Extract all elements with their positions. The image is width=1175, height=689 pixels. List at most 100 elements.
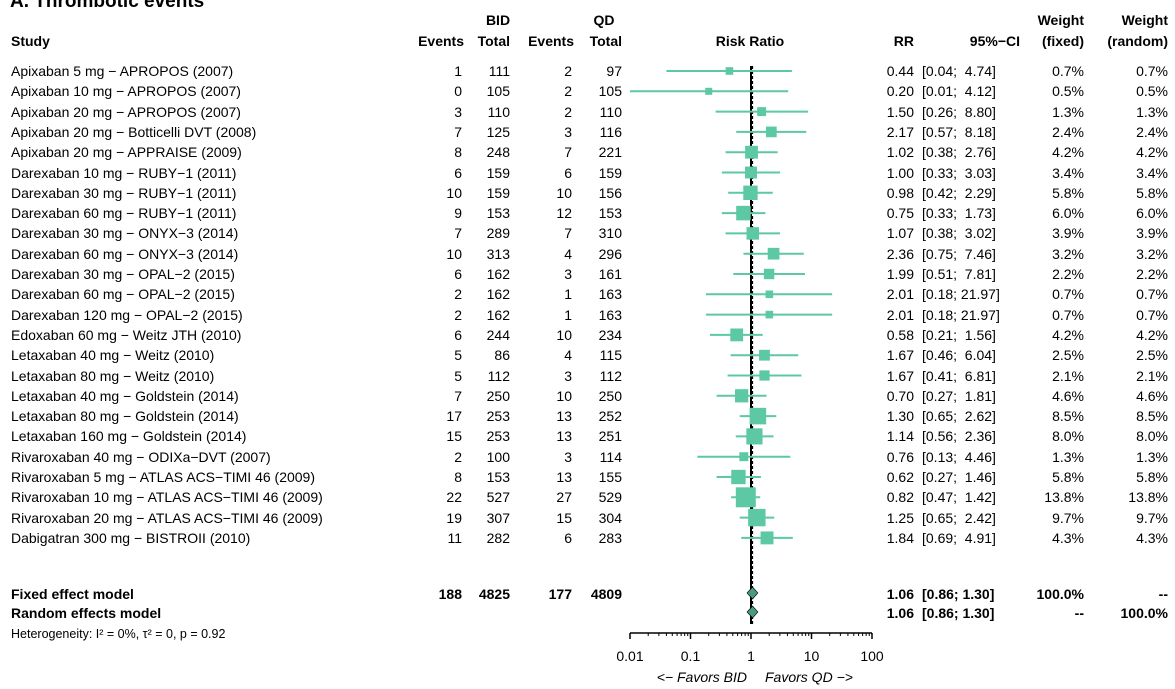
bid-events: 5 [454, 347, 462, 364]
qd-total: 296 [598, 245, 622, 262]
qd-total: 159 [598, 164, 622, 181]
study-weight-fixed: 0.7% [1052, 63, 1084, 79]
study-ci: [0.21; 1.56] [922, 326, 996, 343]
study-point [739, 452, 749, 462]
study-point [743, 185, 758, 200]
study-label: Darexaban 60 mg − ONYX−3 (2014) [11, 245, 239, 262]
bid-total: 250 [486, 387, 510, 404]
study-point [759, 349, 770, 361]
study-ci: [0.38; 3.02] [922, 225, 996, 242]
study-ci: [0.38; 2.76] [922, 144, 996, 161]
qd-events: 2 [564, 83, 572, 100]
bid-events: 0 [454, 83, 462, 100]
x-tick-label: 1 [747, 648, 755, 664]
qd-events: 6 [564, 164, 572, 181]
qd-total: 529 [598, 489, 622, 506]
study-ci: [0.47; 1.42] [922, 489, 996, 506]
bid-events: 15 [446, 428, 462, 445]
bid-total: 253 [486, 428, 510, 445]
study-point [705, 87, 713, 95]
bid-events: 19 [446, 509, 462, 526]
study-rr: 2.17 [886, 123, 914, 140]
qd-total: 221 [598, 144, 622, 161]
bid-total: 307 [486, 509, 510, 526]
study-label: Darexaban 30 mg − RUBY−1 (2011) [11, 184, 237, 201]
study-label: Darexaban 60 mg − RUBY−1 (2011) [11, 205, 237, 222]
study-ci: [0.04; 4.74] [922, 63, 996, 79]
header-weight-random-sub: (random) [1107, 33, 1168, 49]
study-ci: [0.18; 21.97] [922, 306, 1000, 323]
study-label: Rivaroxaban 20 mg − ATLAS ACS−TIMI 46 (2… [11, 509, 323, 526]
qd-total: 153 [598, 205, 622, 222]
study-weight-fixed: 4.6% [1052, 387, 1084, 404]
qd-events: 3 [564, 448, 572, 465]
study-label: Apixaban 20 mg − APPRAISE (2009) [11, 144, 242, 161]
study-weight-random: 9.7% [1136, 509, 1168, 526]
study-rr: 1.02 [886, 144, 914, 161]
study-point [757, 107, 767, 117]
study-weight-fixed: 5.8% [1052, 184, 1084, 201]
header-weight-random: Weight [1121, 12, 1168, 28]
study-weight-random: 3.4% [1136, 164, 1168, 181]
study-ci: [0.26; 8.80] [922, 103, 996, 120]
study-point [748, 508, 766, 527]
header-bid-events: Events [418, 33, 464, 49]
bid-total: 125 [486, 123, 510, 140]
qd-total: 155 [598, 469, 622, 485]
study-rr: 1.84 [886, 529, 914, 546]
study-label: Rivaroxaban 10 mg − ATLAS ACS−TIMI 46 (2… [11, 489, 323, 506]
bid-total: 282 [486, 529, 510, 546]
header-study: Study [11, 33, 50, 49]
qd-total: 161 [598, 266, 622, 282]
study-rr: 0.58 [886, 326, 914, 343]
study-rr: 1.50 [886, 103, 914, 120]
study-rr: 0.98 [886, 184, 914, 201]
study-weight-random: 0.7% [1136, 63, 1168, 79]
study-label: Edoxaban 60 mg − Weitz JTH (2010) [11, 326, 242, 343]
fixed-weight-fixed: 100.0% [1036, 586, 1084, 602]
study-weight-fixed: 2.1% [1052, 367, 1084, 384]
heterogeneity-text: Heterogeneity: I² = 0%, τ² = 0, p = 0.92 [11, 627, 226, 641]
qd-events: 6 [564, 529, 572, 546]
bid-total: 153 [486, 469, 510, 485]
bid-total: 162 [486, 306, 510, 323]
study-weight-random: 4.2% [1136, 144, 1168, 161]
header-risk-ratio: Risk Ratio [715, 33, 785, 49]
study-label: Rivaroxaban 5 mg − ATLAS ACS−TIMI 46 (20… [11, 469, 316, 485]
study-ci: [0.69; 4.91] [922, 529, 996, 546]
bid-total: 253 [486, 408, 510, 425]
study-rr: 0.75 [886, 205, 914, 222]
chart-title: A. Thrombotic events [10, 0, 205, 12]
study-weight-fixed: 6.0% [1052, 205, 1084, 222]
qd-events: 7 [564, 144, 572, 161]
study-ci: [0.65; 2.62] [922, 408, 996, 425]
bid-events: 22 [446, 489, 462, 506]
bid-events: 1 [454, 63, 462, 79]
qd-events: 27 [556, 489, 572, 506]
study-ci: [0.33; 3.03] [922, 164, 996, 181]
bid-events: 17 [446, 408, 462, 425]
study-weight-fixed: 2.4% [1052, 123, 1084, 140]
qd-total: 115 [599, 347, 622, 364]
study-point [765, 310, 774, 319]
x-tick-label: 0.1 [681, 648, 701, 664]
study-rr: 0.44 [886, 63, 914, 79]
study-point [735, 389, 749, 403]
study-rr: 1.00 [886, 164, 914, 181]
bid-events: 5 [454, 367, 462, 384]
fixed-rr: 1.06 [886, 586, 914, 602]
study-ci: [0.33; 1.73] [922, 205, 996, 222]
header-ci: 95%−CI [969, 33, 1020, 49]
qd-total: 304 [598, 509, 622, 526]
fixed-qd-total: 4809 [590, 586, 622, 602]
bid-events: 11 [447, 529, 462, 546]
fixed-model-label: Fixed effect model [11, 586, 134, 602]
study-weight-random: 0.7% [1136, 286, 1168, 303]
study-ci: [0.46; 6.04] [922, 347, 996, 364]
study-rr: 0.62 [886, 469, 914, 485]
qd-total: 97 [606, 63, 622, 79]
study-rr: 0.76 [886, 448, 914, 465]
study-weight-fixed: 2.2% [1052, 266, 1084, 282]
study-point [731, 469, 746, 485]
bid-total: 527 [486, 489, 510, 506]
